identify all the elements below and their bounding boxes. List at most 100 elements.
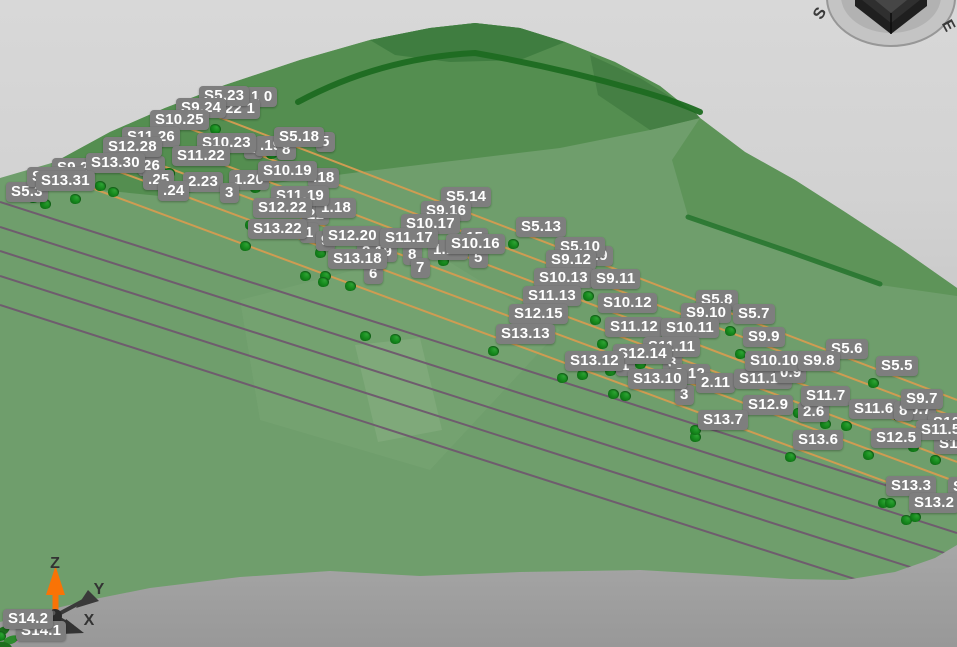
survey-label[interactable]: S13.13 [496,324,555,344]
survey-point[interactable] [508,239,519,249]
survey-point[interactable] [577,370,588,380]
survey-label[interactable]: S13.6 [793,430,844,450]
nav-cube[interactable]: S E [810,0,957,47]
survey-label-fragment[interactable]: S [948,477,957,497]
survey-point[interactable] [620,391,631,401]
survey-label[interactable]: S12.14 [613,344,672,364]
y-axis-arrowhead [76,590,99,608]
survey-label[interactable]: S13.30 [86,153,145,173]
survey-label-fragment[interactable]: .24 [158,181,190,201]
survey-label[interactable]: S12.28 [103,137,162,157]
survey-point[interactable] [930,455,941,465]
survey-point[interactable] [735,349,746,359]
survey-point[interactable] [635,359,646,369]
survey-point[interactable] [345,281,356,291]
survey-label[interactable]: S12.22 [253,198,312,218]
terrain-right-slope [672,118,957,296]
survey-label[interactable]: S12.9 [743,395,794,415]
survey-point[interactable] [320,271,331,281]
survey-label[interactable]: S5.5 [876,356,918,376]
survey-label[interactable]: S13.31 [36,171,95,191]
survey-point[interactable] [690,432,701,442]
survey-label[interactable]: S11.5 [916,420,957,440]
survey-label[interactable]: S12.15 [509,304,568,324]
survey-point[interactable] [820,419,831,429]
survey-label[interactable]: S10.19 [258,161,317,181]
survey-label[interactable]: S9.11 [591,269,641,289]
survey-label[interactable]: S5.7 [733,304,775,324]
survey-point[interactable] [785,452,796,462]
survey-label[interactable]: S9.7 [901,389,943,409]
survey-point[interactable] [40,199,51,209]
survey-label[interactable]: S13.10 [628,369,687,389]
survey-label[interactable]: S11.22 [172,146,230,166]
survey-label[interactable]: S9.9 [743,327,785,347]
survey-label[interactable]: S9.12 [546,250,597,270]
survey-point[interactable] [863,450,874,460]
survey-label[interactable]: S11.6 [849,399,899,419]
survey-point[interactable] [885,498,896,508]
survey-label-fragment[interactable]: 7 [411,258,430,278]
survey-label[interactable]: S13.7 [698,410,749,430]
survey-point[interactable] [605,366,616,376]
survey-label[interactable]: S10.16 [446,234,505,254]
survey-label[interactable]: S9.8 [798,351,840,371]
survey-label[interactable]: S13.18 [328,249,387,269]
survey-label[interactable]: S13.3 [886,476,937,496]
survey-label[interactable]: S12.5 [871,428,922,448]
survey-point[interactable] [725,326,736,336]
survey-label-fragment[interactable]: 2.23 [183,172,223,192]
survey-point[interactable] [901,515,912,525]
survey-point[interactable] [878,498,889,508]
survey-label[interactable]: S10.12 [598,293,657,313]
survey-label-fragment[interactable]: 3 [675,385,694,405]
survey-label[interactable]: S10.10 [745,351,804,371]
survey-point[interactable] [240,241,251,251]
survey-point[interactable] [315,248,326,258]
survey-label[interactable]: S11.13 [523,286,581,306]
survey-label[interactable]: S11.7 [801,386,851,406]
leaf-icon [3,635,19,645]
survey-label[interactable]: S5.13 [516,217,567,237]
survey-point[interactable] [318,277,329,287]
survey-point[interactable] [597,339,608,349]
survey-point[interactable] [690,425,701,435]
nav-cube-facet-top [875,0,907,13]
survey-label[interactable]: S11.12 [605,317,663,337]
survey-label-fragment[interactable]: 2.6 [798,402,830,422]
survey-point[interactable] [583,291,594,301]
survey-label[interactable]: S12.20 [323,226,382,246]
survey-label-fragment[interactable]: 3 [220,183,239,203]
survey-label-fragment[interactable]: 2.11 [696,373,736,393]
survey-point[interactable] [841,421,852,431]
survey-point[interactable] [590,315,601,325]
survey-point[interactable] [360,331,371,341]
survey-point[interactable] [438,256,449,266]
survey-label[interactable]: S14.2 [3,609,54,629]
survey-label[interactable]: S5.18 [274,127,325,147]
survey-label[interactable]: S13.22 [248,219,307,239]
survey-point[interactable] [488,346,499,356]
survey-point[interactable] [70,194,81,204]
survey-label[interactable]: S11.17 [380,228,438,248]
survey-point[interactable] [210,124,221,134]
contour-lines-purple[interactable] [0,201,957,601]
survey-point[interactable] [108,187,119,197]
survey-label[interactable]: S13.12 [565,351,624,371]
survey-label[interactable]: S13.2 [909,493,957,513]
z-axis-arrowhead [46,566,65,595]
y-axis-label: Y [94,581,105,598]
survey-label[interactable]: S10.25 [150,110,209,130]
survey-point[interactable] [910,512,921,522]
survey-point[interactable] [390,334,401,344]
survey-label-fragment[interactable]: 6 [364,264,383,284]
survey-label[interactable]: S10.11 [661,318,719,338]
survey-label[interactable]: S10.13 [534,268,593,288]
survey-point[interactable] [608,389,619,399]
survey-point[interactable] [868,378,879,388]
survey-point[interactable] [0,631,6,641]
survey-point[interactable] [300,271,311,281]
survey-point[interactable] [557,373,568,383]
survey-point[interactable] [95,181,106,191]
